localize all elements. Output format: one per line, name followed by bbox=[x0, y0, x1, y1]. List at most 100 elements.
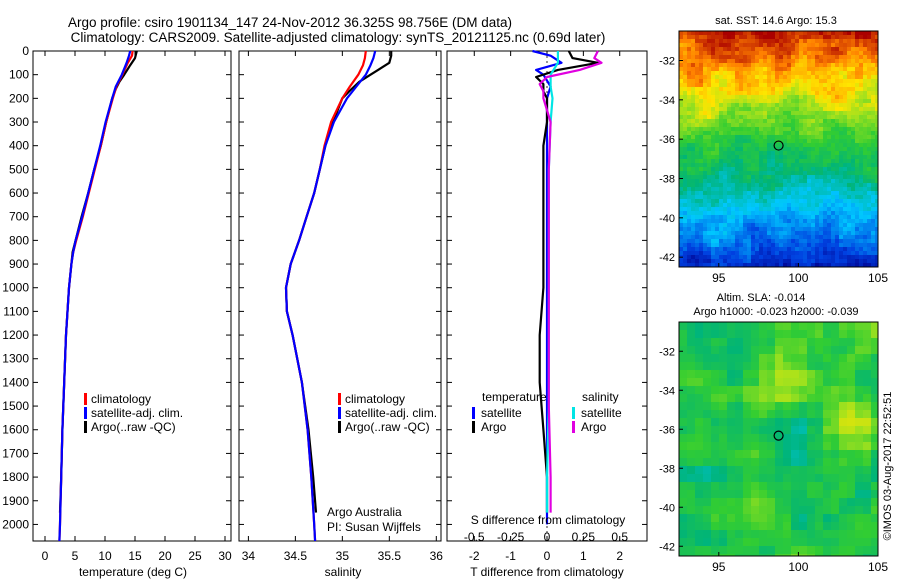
map-cell bbox=[767, 438, 771, 442]
map-cell bbox=[707, 251, 711, 255]
map-cell bbox=[759, 454, 763, 458]
map-cell bbox=[863, 71, 867, 75]
map-cell bbox=[683, 382, 687, 386]
map-cell bbox=[835, 247, 839, 251]
map-cell bbox=[687, 243, 691, 247]
map-cell bbox=[859, 183, 863, 187]
map-cell bbox=[775, 243, 779, 247]
map-cell bbox=[863, 103, 867, 107]
depth-tick-label: 200 bbox=[9, 91, 29, 105]
map-cell bbox=[707, 243, 711, 247]
map-cell bbox=[727, 143, 731, 147]
map-cell bbox=[683, 450, 687, 454]
map-cell bbox=[699, 394, 703, 398]
map-cell bbox=[679, 35, 683, 39]
map-cell bbox=[699, 342, 703, 346]
map-cell bbox=[747, 47, 751, 51]
map-cell bbox=[847, 171, 851, 175]
map-cell bbox=[763, 414, 767, 418]
map-cell bbox=[807, 251, 811, 255]
map-cell bbox=[751, 163, 755, 167]
map-cell bbox=[679, 167, 683, 171]
map-cell bbox=[719, 330, 723, 334]
map-cell bbox=[727, 151, 731, 155]
map-cell bbox=[731, 167, 735, 171]
map-cell bbox=[799, 410, 803, 414]
map-cell bbox=[743, 334, 747, 338]
map-cell bbox=[835, 211, 839, 215]
map-cell bbox=[839, 422, 843, 426]
map-cell bbox=[843, 219, 847, 223]
map-cell bbox=[783, 179, 787, 183]
map-cell bbox=[715, 430, 719, 434]
map-cell bbox=[723, 382, 727, 386]
map-cell bbox=[799, 418, 803, 422]
legend-heading: salinity bbox=[582, 390, 619, 404]
map-cell bbox=[743, 422, 747, 426]
legend-swatch bbox=[338, 393, 341, 405]
map-cell bbox=[831, 454, 835, 458]
map-cell bbox=[851, 123, 855, 127]
map-cell bbox=[855, 342, 859, 346]
map-cell bbox=[691, 91, 695, 95]
map-cell bbox=[723, 378, 727, 382]
map-cell bbox=[699, 350, 703, 354]
map-cell bbox=[783, 107, 787, 111]
map-cell bbox=[767, 366, 771, 370]
map-cell bbox=[819, 79, 823, 83]
map-cell bbox=[859, 247, 863, 251]
map-cell bbox=[755, 382, 759, 386]
map-cell bbox=[723, 51, 727, 55]
map-cell bbox=[847, 231, 851, 235]
map-cell bbox=[735, 243, 739, 247]
map-cell bbox=[787, 247, 791, 251]
map-cell bbox=[771, 342, 775, 346]
map-cell bbox=[763, 251, 767, 255]
map-cell bbox=[727, 167, 731, 171]
map-cell bbox=[819, 370, 823, 374]
map-cell bbox=[843, 414, 847, 418]
map-cell bbox=[863, 255, 867, 259]
map-cell bbox=[707, 147, 711, 151]
map-cell bbox=[815, 442, 819, 446]
map-cell bbox=[759, 462, 763, 466]
map-cell bbox=[783, 131, 787, 135]
map-cell bbox=[731, 63, 735, 67]
map-cell bbox=[831, 326, 835, 330]
map-cell bbox=[875, 143, 878, 147]
map-cell bbox=[735, 95, 739, 99]
map-cell bbox=[875, 366, 878, 370]
map-cell bbox=[811, 139, 815, 143]
map-cell bbox=[771, 35, 775, 39]
map-cell bbox=[719, 239, 723, 243]
map-cell bbox=[863, 350, 867, 354]
map-cell bbox=[795, 67, 799, 71]
map-cell bbox=[691, 191, 695, 195]
map-cell bbox=[819, 99, 823, 103]
map-cell bbox=[787, 235, 791, 239]
map-cell bbox=[703, 143, 707, 147]
map-cell bbox=[703, 115, 707, 119]
map-cell bbox=[707, 103, 711, 107]
map-cell bbox=[803, 171, 807, 175]
map-cell bbox=[703, 378, 707, 382]
map-cell bbox=[735, 159, 739, 163]
map-cell bbox=[715, 259, 719, 263]
map-cell bbox=[811, 366, 815, 370]
map-cell bbox=[859, 79, 863, 83]
map-cell bbox=[831, 211, 835, 215]
map-cell bbox=[831, 187, 835, 191]
map-cell bbox=[723, 454, 727, 458]
map-cell bbox=[775, 71, 779, 75]
map-cell bbox=[815, 434, 819, 438]
map-cell bbox=[767, 115, 771, 119]
map-cell bbox=[723, 251, 727, 255]
map-cell bbox=[743, 350, 747, 354]
map-cell bbox=[875, 342, 878, 346]
map-cell bbox=[727, 378, 731, 382]
map-cell bbox=[759, 127, 763, 131]
map-cell bbox=[811, 63, 815, 67]
map-cell bbox=[779, 394, 783, 398]
map-cell bbox=[859, 131, 863, 135]
map-cell bbox=[791, 31, 795, 35]
